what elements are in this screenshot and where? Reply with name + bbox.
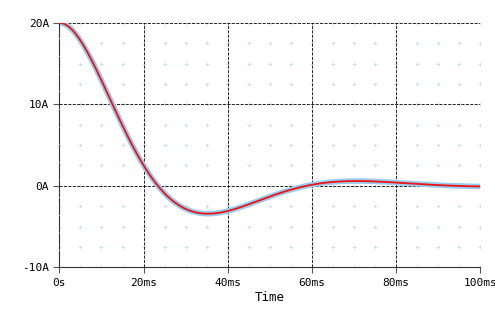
X-axis label: Time: Time <box>255 290 285 304</box>
